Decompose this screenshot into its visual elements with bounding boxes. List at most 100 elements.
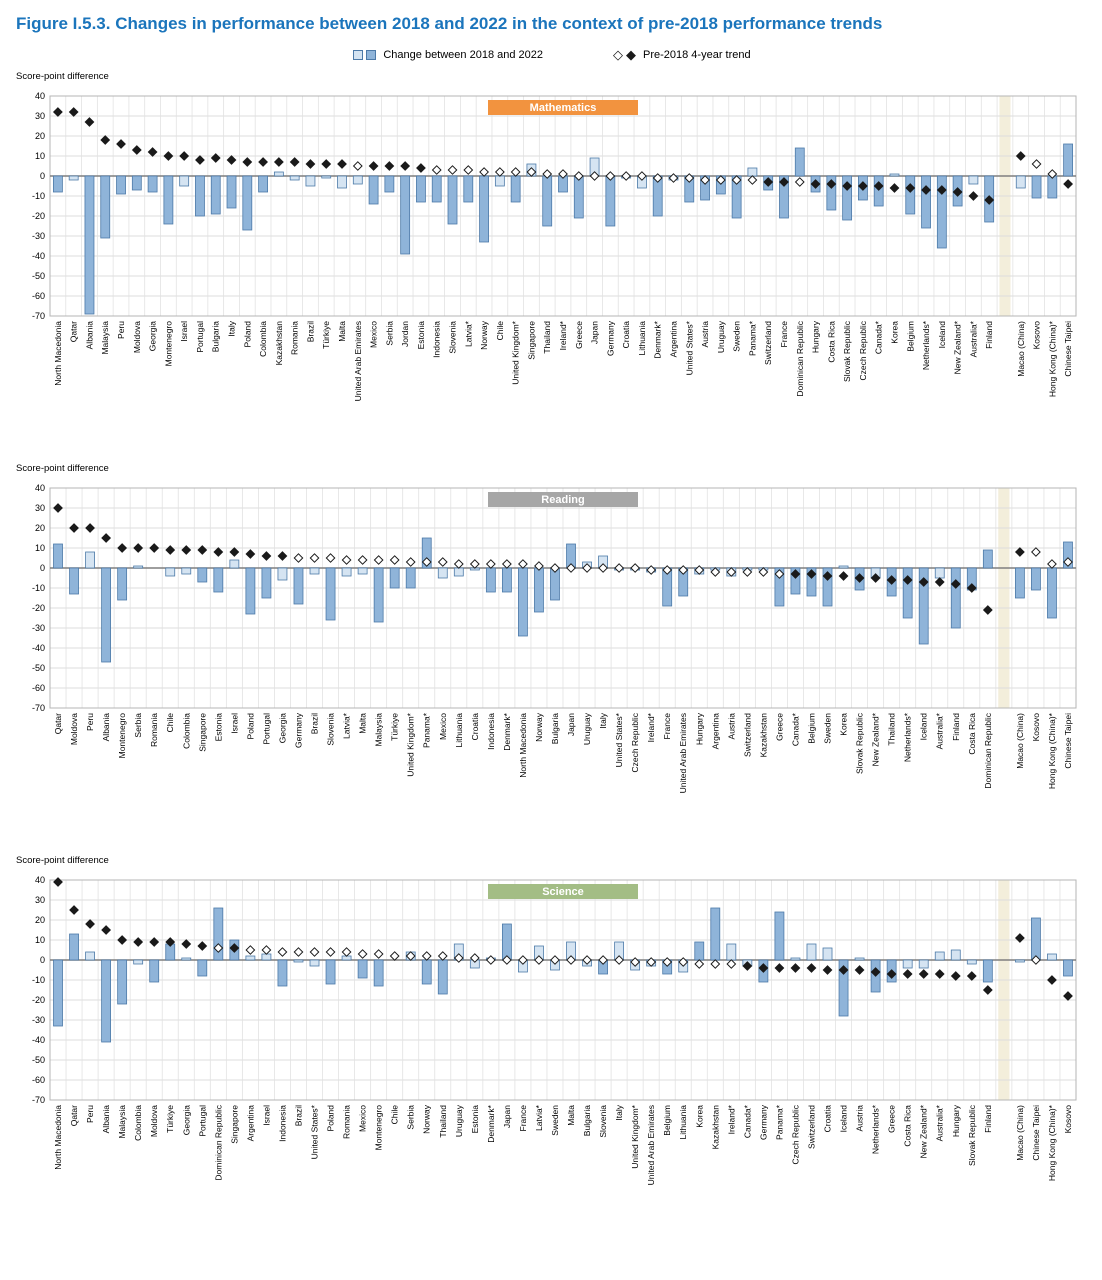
bar-mathematics-Mexico	[368, 175, 379, 205]
trend-diamond-reading-Brazil	[309, 553, 320, 564]
country-label: United Kingdom*	[406, 713, 416, 777]
bar-reading-Panama*	[421, 537, 432, 569]
country-label: Lithuania	[637, 321, 647, 356]
trend-diamond-reading-Mexico	[437, 557, 448, 568]
country-label: United Kingdom*	[511, 321, 521, 385]
trend-diamond-science-United States*	[309, 947, 320, 958]
country-label: Panama*	[422, 713, 432, 749]
bar-mathematics-Albania	[84, 175, 95, 315]
country-label: Kazakhstan	[274, 321, 284, 366]
country-label: United States*	[684, 321, 694, 376]
subject-label-science: Science	[542, 886, 584, 898]
y-tick-label: -10	[32, 975, 45, 985]
trend-diamond-reading-Poland	[245, 549, 256, 560]
country-label: Denmark*	[653, 321, 663, 359]
bar-science-Georgia	[181, 957, 192, 961]
trend-diamond-reading-Albania	[101, 533, 112, 544]
country-label: Romania	[290, 321, 300, 355]
country-label: Uruguay	[716, 321, 726, 354]
trend-diamond-science-Georgia	[181, 939, 192, 950]
trend-diamond-science-Switzerland	[806, 963, 817, 974]
group-separator-band	[998, 880, 1010, 1101]
bar-mathematics-Georgia	[147, 175, 158, 193]
trend-diamond-reading-Kazakhstan	[758, 567, 769, 578]
country-label: United States*	[310, 1105, 320, 1160]
country-label: Dominican Republic	[983, 713, 993, 789]
trend-diamond-mathematics-Macao (China)	[1015, 151, 1026, 162]
country-label: Dominican Republic	[213, 1105, 223, 1181]
country-label: Denmark*	[486, 1105, 496, 1143]
country-label: Brazil	[293, 1105, 303, 1126]
country-label: Netherlands*	[903, 713, 913, 763]
bar-science-Kazakhstan	[710, 907, 721, 961]
bar-science-Moldova	[149, 959, 160, 983]
bar-mathematics-Australia*	[968, 175, 979, 185]
country-label: Brazil	[305, 321, 315, 342]
trend-diamond-science-Poland	[325, 947, 336, 958]
bar-mathematics-Malta	[337, 175, 347, 189]
country-label: Slovak Republic	[855, 713, 865, 775]
trend-diamond-reading-Colombia	[181, 545, 192, 556]
chart-reading: 40 30 20 10 0 -10 -20 -30 -40 -50 -60 -70 Reading Qat…	[32, 483, 1077, 794]
subject-label-box-mathematics	[488, 100, 638, 116]
country-label: Albania	[101, 1105, 111, 1134]
trend-diamond-reading-Moldova	[69, 523, 79, 534]
y-tick-label: 20	[35, 915, 45, 925]
country-label: Poland	[245, 713, 255, 740]
y-tick-label: -70	[32, 703, 45, 713]
legend-trend-label: Pre-2018 4-year trend	[643, 48, 751, 61]
trend-diamond-mathematics-Ireland*	[558, 169, 568, 180]
country-label: Poland	[242, 321, 252, 348]
y-axis-title-reading: Score-point difference	[16, 463, 109, 475]
trend-diamond-reading-Latvia*	[341, 555, 352, 566]
bar-reading-Norway	[534, 567, 544, 613]
country-label: Sweden	[732, 321, 742, 352]
country-label: Costa Rica	[826, 321, 836, 363]
trend-diamond-mathematics-Argentina	[668, 173, 679, 184]
bar-mathematics-Jordan	[400, 175, 411, 255]
trend-diamond-mathematics-Portugal	[195, 155, 205, 166]
country-label: Colombia	[258, 321, 268, 357]
country-label: Austria	[855, 1105, 865, 1132]
trend-diamond-reading-Thailand	[886, 575, 897, 586]
bar-mathematics-Thailand	[542, 175, 553, 227]
trend-diamond-reading-Israel	[229, 547, 240, 558]
country-label: United States*	[614, 713, 624, 768]
bar-mathematics-Norway	[479, 175, 489, 243]
bar-science-Hungary	[950, 949, 961, 961]
trend-diamond-reading-Macao (China)	[1014, 547, 1025, 558]
country-label: Israel	[179, 321, 189, 342]
country-label: Albania	[101, 713, 111, 742]
bar-science-Montenegro	[373, 959, 384, 987]
trend-diamond-reading-Finland	[950, 579, 961, 590]
bar-mathematics-Peru	[116, 175, 126, 195]
bar-science-Switzerland	[806, 943, 817, 961]
bar-reading-Kosovo	[1031, 567, 1041, 591]
country-label: Thailand	[887, 713, 897, 746]
bar-mathematics-Kosovo	[1031, 175, 1042, 199]
country-label: Portugal	[197, 1105, 207, 1137]
trend-diamond-reading-North Macedonia	[518, 559, 528, 570]
y-axis-title-science: Score-point difference	[16, 855, 109, 867]
trend-diamond-mathematics-Peru	[116, 139, 126, 150]
country-label: Israel	[229, 713, 239, 734]
trend-diamond-science-Japan	[501, 955, 512, 966]
bar-reading-Colombia	[181, 567, 192, 575]
country-label: Argentina	[668, 321, 678, 358]
trend-diamond-science-Costa Rica	[902, 969, 913, 980]
country-label: Ireland*	[646, 713, 656, 743]
bar-mathematics-Macao (China)	[1015, 175, 1026, 189]
bar-mathematics-Germany	[605, 175, 616, 227]
country-label: North Macedonia	[53, 1105, 63, 1170]
country-label: Italy	[227, 321, 237, 337]
country-label: Norway	[422, 1105, 432, 1135]
trend-diamond-science-Macao (China)	[1014, 933, 1025, 944]
group-separator-band	[999, 96, 1011, 317]
y-tick-label: -10	[32, 583, 45, 593]
trend-diamond-reading-Qatar	[53, 503, 63, 514]
bar-reading-Dominican Republic	[982, 549, 993, 569]
bar-science-Peru	[85, 951, 95, 961]
country-label: Argentina	[245, 1105, 255, 1142]
bar-science-Norway	[421, 959, 432, 985]
trend-diamond-mathematics-Brazil	[305, 159, 316, 170]
